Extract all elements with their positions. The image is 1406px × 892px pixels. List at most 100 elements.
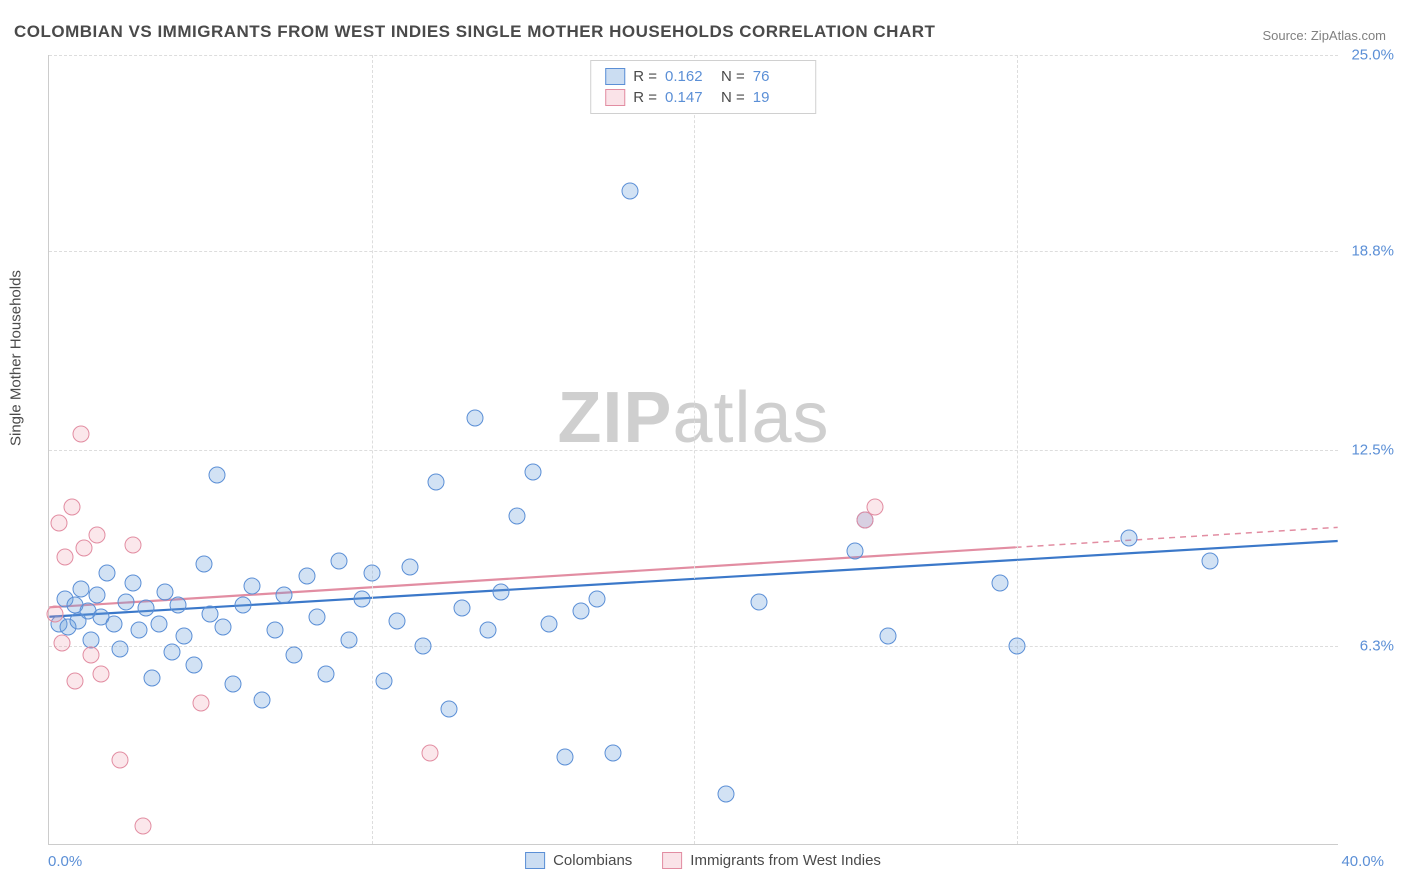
scatter-point — [353, 590, 370, 607]
scatter-point — [621, 182, 638, 199]
scatter-point — [389, 612, 406, 629]
x-axis-min: 0.0% — [48, 853, 82, 870]
scatter-point — [750, 593, 767, 610]
scatter-point — [57, 549, 74, 566]
scatter-point — [144, 669, 161, 686]
scatter-point — [124, 574, 141, 591]
scatter-point — [50, 514, 67, 531]
scatter-point — [415, 637, 432, 654]
scatter-point — [492, 584, 509, 601]
scatter-point — [63, 498, 80, 515]
scatter-point — [92, 666, 109, 683]
scatter-point — [124, 536, 141, 553]
n-value: 19 — [753, 89, 801, 106]
scatter-point — [363, 565, 380, 582]
gridline-v — [372, 55, 373, 844]
scatter-point — [1008, 637, 1025, 654]
scatter-point — [47, 606, 64, 623]
scatter-point — [82, 631, 99, 648]
n-label: N = — [721, 68, 745, 85]
gridline-v — [694, 55, 695, 844]
scatter-point — [331, 552, 348, 569]
y-tick-label: 18.8% — [1351, 242, 1394, 259]
scatter-point — [866, 498, 883, 515]
scatter-point — [118, 593, 135, 610]
scatter-point — [318, 666, 335, 683]
scatter-point — [73, 581, 90, 598]
scatter-point — [466, 410, 483, 427]
scatter-point — [244, 577, 261, 594]
scatter-point — [589, 590, 606, 607]
scatter-point — [992, 574, 1009, 591]
scatter-point — [105, 615, 122, 632]
source-attribution: Source: ZipAtlas.com — [1262, 28, 1386, 43]
x-axis-max: 40.0% — [1341, 853, 1384, 870]
scatter-point — [718, 786, 735, 803]
scatter-point — [847, 543, 864, 560]
scatter-point — [53, 634, 70, 651]
scatter-point — [508, 508, 525, 525]
scatter-point — [340, 631, 357, 648]
y-tick-label: 6.3% — [1360, 637, 1394, 654]
scatter-point — [276, 587, 293, 604]
scatter-point — [253, 691, 270, 708]
scatter-point — [557, 748, 574, 765]
legend-item-colombians: Colombians — [525, 852, 632, 869]
scatter-point — [879, 628, 896, 645]
scatter-point — [453, 600, 470, 617]
scatter-point — [82, 647, 99, 664]
scatter-point — [195, 555, 212, 572]
chart-title: COLOMBIAN VS IMMIGRANTS FROM WEST INDIES… — [14, 22, 935, 42]
scatter-point — [376, 672, 393, 689]
y-tick-label: 12.5% — [1351, 442, 1394, 459]
scatter-point — [163, 644, 180, 661]
scatter-point — [208, 467, 225, 484]
legend-item-west-indies: Immigrants from West Indies — [662, 852, 881, 869]
n-label: N = — [721, 89, 745, 106]
scatter-point — [573, 603, 590, 620]
plot-area: ZIPatlas — [48, 55, 1338, 845]
watermark-rest: atlas — [672, 378, 829, 458]
scatter-point — [192, 694, 209, 711]
scatter-point — [540, 615, 557, 632]
y-axis-label: Single Mother Households — [8, 270, 25, 446]
scatter-point — [170, 596, 187, 613]
scatter-point — [1121, 530, 1138, 547]
scatter-point — [524, 464, 541, 481]
r-label: R = — [633, 89, 657, 106]
watermark-bold: ZIP — [557, 378, 672, 458]
scatter-point — [150, 615, 167, 632]
r-value: 0.147 — [665, 89, 713, 106]
bottom-legend: Colombians Immigrants from West Indies — [525, 852, 881, 869]
legend-label: Immigrants from West Indies — [690, 852, 881, 869]
scatter-point — [402, 558, 419, 575]
n-value: 76 — [753, 68, 801, 85]
r-label: R = — [633, 68, 657, 85]
scatter-point — [137, 600, 154, 617]
scatter-point — [421, 745, 438, 762]
legend-label: Colombians — [553, 852, 632, 869]
scatter-point — [186, 656, 203, 673]
swatch-blue — [525, 852, 545, 869]
scatter-point — [234, 596, 251, 613]
scatter-point — [266, 622, 283, 639]
scatter-point — [299, 568, 316, 585]
scatter-point — [479, 622, 496, 639]
scatter-point — [76, 539, 93, 556]
stats-row-colombians: R = 0.162 N = 76 — [605, 66, 801, 87]
swatch-pink — [662, 852, 682, 869]
scatter-point — [111, 641, 128, 658]
scatter-point — [428, 473, 445, 490]
scatter-point — [176, 628, 193, 645]
scatter-point — [308, 609, 325, 626]
swatch-blue — [605, 68, 625, 85]
scatter-point — [66, 672, 83, 689]
swatch-pink — [605, 89, 625, 106]
scatter-point — [99, 565, 116, 582]
scatter-point — [440, 701, 457, 718]
scatter-point — [1202, 552, 1219, 569]
scatter-point — [605, 745, 622, 762]
scatter-point — [215, 618, 232, 635]
scatter-point — [89, 527, 106, 544]
r-value: 0.162 — [665, 68, 713, 85]
